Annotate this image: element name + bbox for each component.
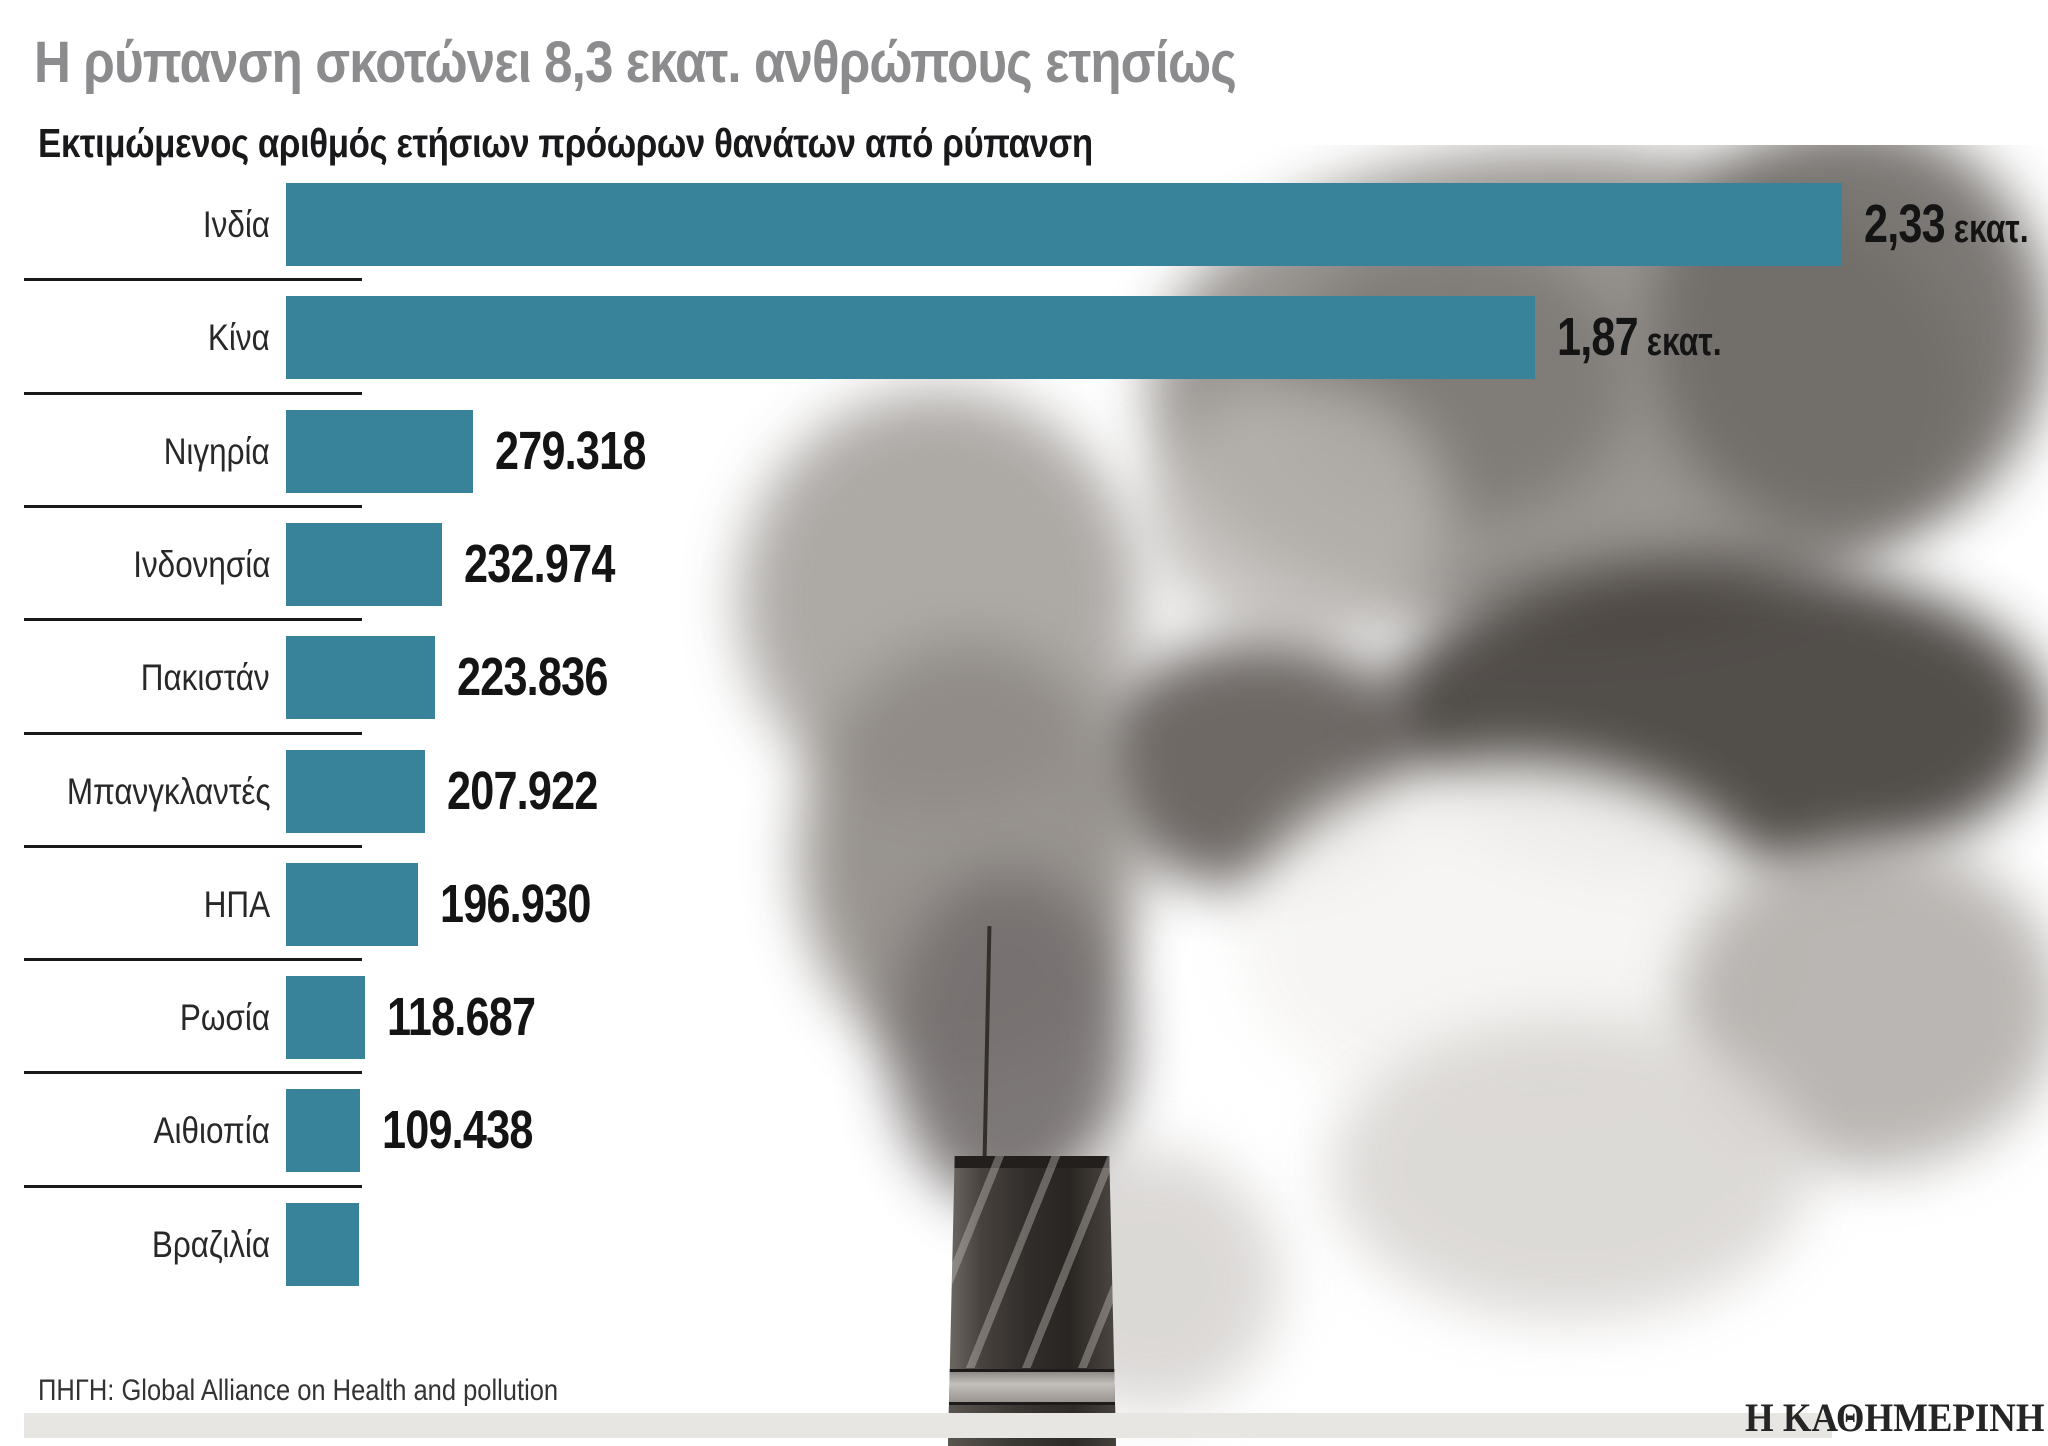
smoke-blob [890, 870, 1130, 1210]
bar [286, 863, 418, 946]
category-label: Ινδία [202, 204, 270, 245]
chimney-spiral-strakes [948, 1156, 1116, 1368]
bar [286, 410, 473, 493]
value-label: 207.922 [447, 761, 598, 821]
row-separator [24, 278, 362, 281]
row-separator [24, 618, 362, 621]
value-label: 2,33 εκατ. [1864, 194, 2029, 254]
bar [286, 636, 435, 719]
row-separator [24, 1071, 362, 1074]
page-title: Η ρύπανση σκοτώνει 8,3 εκατ. ανθρώπους ε… [34, 29, 1237, 95]
bar [286, 750, 425, 833]
category-label: Ρωσία [179, 997, 270, 1038]
source-note: ΠΗΓΗ: Global Alliance on Health and poll… [38, 1374, 559, 1407]
footer-strip [24, 1413, 1832, 1438]
smoke-blob [1150, 380, 1450, 640]
value-label: 196.930 [440, 874, 591, 934]
kathimerini-logo: Η ΚΑΘΗΜΕΡΙΝΗ [1744, 1395, 2044, 1440]
bar [286, 976, 365, 1059]
category-label: Κίνα [208, 317, 270, 358]
category-label: ΗΠΑ [203, 884, 270, 925]
row-separator [24, 845, 362, 848]
row-separator [24, 732, 362, 735]
row-separator [24, 958, 362, 961]
chart-subtitle: Εκτιμώμενος αριθμός ετήσιων πρόωρων θανά… [38, 120, 1093, 167]
category-label: Ινδονησία [132, 544, 270, 585]
bar [286, 296, 1535, 379]
chimney-light-band [948, 1372, 1116, 1402]
bar [286, 523, 442, 606]
row-separator [24, 505, 362, 508]
smoke-photo [0, 145, 2048, 1446]
category-label: Βραζιλία [151, 1224, 270, 1265]
bar [286, 1089, 360, 1172]
category-label: Μπανγκλαντές [66, 771, 270, 812]
value-label: 223.836 [457, 647, 608, 707]
category-label: Πακιστάν [141, 657, 270, 698]
category-label: Αιθιοπία [153, 1110, 270, 1151]
value-label: 109.438 [382, 1100, 533, 1160]
row-separator [24, 1185, 362, 1188]
category-label: Νιγηρία [164, 431, 270, 472]
value-label: 279.318 [495, 421, 646, 481]
bar [286, 1203, 359, 1286]
value-label: 118.687 [387, 987, 536, 1047]
smoke-blob [1330, 1020, 1810, 1320]
row-separator [24, 392, 362, 395]
bar [286, 183, 1842, 266]
smoke-cloud-illustration [0, 145, 2048, 1446]
smokestack-illustration [948, 1156, 1116, 1446]
value-label: 1,87 εκατ. [1557, 307, 1722, 367]
value-label: 232.974 [464, 534, 615, 594]
